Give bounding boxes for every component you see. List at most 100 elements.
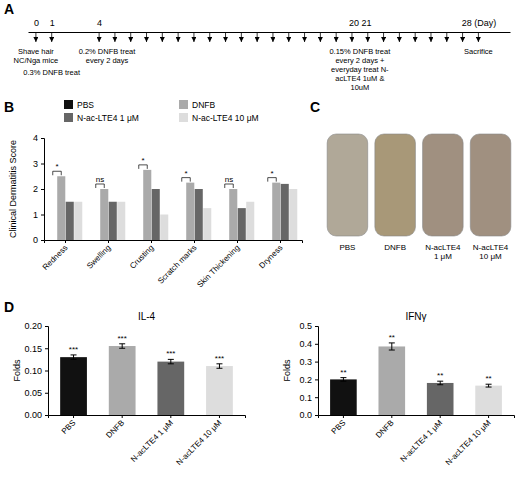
tick-label: 0.10 [24, 366, 42, 376]
tick: N-acLTE4 10 μM [175, 415, 224, 467]
text-line: 10uM [350, 83, 369, 92]
tick: 0.10 [24, 366, 48, 376]
day-arrow [430, 32, 431, 42]
tick-label: N-acLTE4 1 μM [398, 418, 444, 464]
bar [427, 383, 454, 415]
axis-line [45, 327, 49, 416]
bar [100, 189, 108, 240]
tick: 0.5 [299, 321, 318, 331]
bars [330, 346, 502, 415]
tick-mark [488, 415, 489, 418]
significance-label: ns [96, 175, 104, 184]
tick: DNFB [374, 415, 396, 440]
day-arrow [367, 32, 368, 42]
tick-label: 0.1 [299, 393, 312, 403]
axis: RednessSwellingCrustingScratch marksSkin… [41, 240, 303, 289]
bar-series [66, 184, 289, 240]
text-line: Shave hair [18, 47, 54, 56]
bar [221, 240, 229, 241]
background [0, 0, 524, 497]
text-line: N-acLTE4 [425, 243, 461, 252]
error-bar [391, 343, 392, 350]
tick-mark [343, 415, 344, 418]
bar [229, 189, 237, 240]
day-arrow [288, 32, 289, 42]
bars [60, 346, 233, 415]
annotation: 0.2% DNFB treatevery 2 days [79, 47, 137, 65]
annotation: Shave hairNC/Nga mice [14, 47, 59, 65]
day-arrow [99, 32, 100, 42]
tick-mark [41, 189, 44, 190]
mouse-figure [327, 134, 368, 236]
tick: N-acLTE4 10 μM [444, 415, 493, 467]
error-cap [340, 377, 346, 378]
text-line: PBS [339, 243, 355, 252]
tick-mark [315, 415, 318, 416]
bar [92, 240, 100, 241]
tick-mark [237, 240, 238, 243]
day-arrow [146, 32, 147, 42]
panel-label: A [4, 1, 14, 17]
bar [157, 362, 184, 415]
significance-label: * [55, 162, 58, 171]
tick-mark [315, 379, 318, 380]
error-bar [343, 378, 344, 382]
tick: PBS [60, 415, 78, 436]
tick-mark [73, 415, 74, 418]
tick-label: 0.0 [299, 410, 312, 420]
day-arrow [130, 32, 131, 42]
tick-label: DNFB [374, 418, 396, 440]
bar-series [74, 189, 297, 240]
tick: 2 [33, 184, 44, 194]
significance-label: ** [485, 374, 491, 383]
error-cap [71, 354, 77, 355]
tick-mark [45, 326, 48, 327]
error-cap [71, 359, 77, 360]
axis: PBSDNFBN-acLTE4 1 μMN-acLTE4 10 μM [319, 415, 515, 467]
error-cap [486, 384, 492, 385]
significance-label: *** [69, 345, 78, 354]
tick-mark [315, 344, 318, 345]
bar [378, 346, 405, 415]
error-cap [486, 387, 492, 388]
timeline-panel: 01420 2128 (Day)Shave hairNC/Nga mice0.3… [14, 18, 511, 92]
error-cap [437, 384, 443, 385]
annotation: 0.15% DNFB treatevery 2 days +everyday t… [329, 47, 391, 92]
bar-panel: IFNγ0.00.10.20.30.40.5PBSDNFBN-acLTE4 1 … [282, 311, 515, 467]
annotation: 0.3% DNFB treat [23, 68, 81, 77]
text-line: 0.3% DNFB treat [23, 68, 81, 77]
error-bar [440, 381, 441, 385]
tick: 28 (Day) [462, 18, 497, 32]
tick-label: 20 21 [349, 18, 372, 28]
tick: 0.15 [24, 344, 48, 354]
tick: 0.3 [299, 357, 318, 367]
tick: 0.05 [24, 388, 48, 398]
axis-line [49, 416, 246, 419]
legend-label: PBS [77, 100, 94, 110]
chart-title: IL-4 [138, 311, 156, 322]
tick-mark [280, 240, 281, 243]
bar [195, 189, 203, 240]
bar [109, 346, 136, 415]
tick: Redness [41, 240, 70, 272]
tick: Swelling [85, 240, 112, 271]
panel-label: C [310, 99, 320, 115]
legend-swatch [179, 113, 188, 122]
text-line: every 2 days [86, 56, 129, 65]
text-line: 10 μM [479, 252, 502, 261]
significance-label: ns [225, 175, 233, 184]
text-line: acLTE4 1uM & [335, 74, 384, 83]
tick-mark [315, 397, 318, 398]
timeline-line [29, 32, 511, 33]
error-bars [340, 343, 491, 387]
axis: 0.00.10.20.30.40.5 [299, 321, 318, 420]
tick-mark [151, 240, 152, 243]
tick-label: 0 [33, 235, 38, 245]
text-line: everyday treat N- [331, 65, 389, 74]
day-arrow [446, 32, 447, 42]
tick: 0.00 [24, 410, 48, 420]
tick-label: 0.5 [299, 321, 312, 331]
significance-bracket [139, 165, 147, 169]
mouse-figure [423, 134, 464, 236]
text-line: 0.15% DNFB treat [329, 47, 391, 56]
